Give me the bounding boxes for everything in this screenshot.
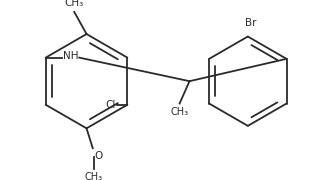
Text: NH: NH xyxy=(63,51,79,61)
Text: Cl: Cl xyxy=(106,100,116,110)
Text: O: O xyxy=(94,151,102,161)
Text: CH₃: CH₃ xyxy=(171,107,189,117)
Text: Br: Br xyxy=(245,18,257,28)
Text: CH₃: CH₃ xyxy=(64,0,84,8)
Text: CH₃: CH₃ xyxy=(85,172,103,180)
